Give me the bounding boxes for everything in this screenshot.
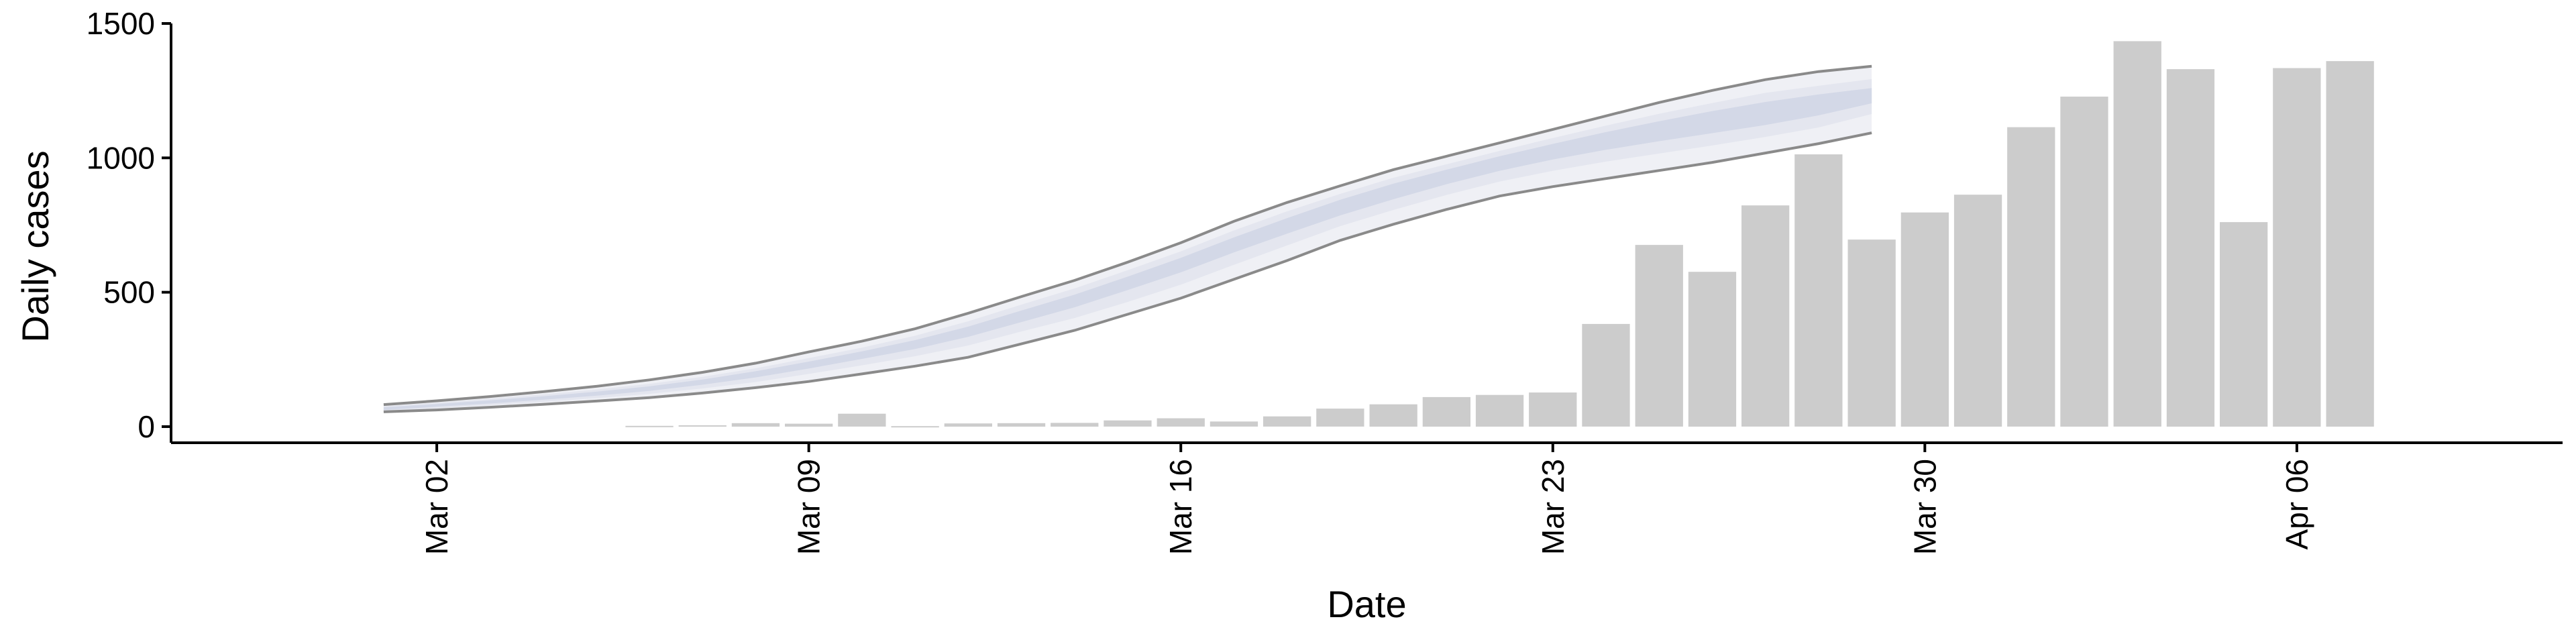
y-tick-label: 1500 (87, 6, 155, 41)
x-axis-title: Date (1327, 583, 1406, 625)
x-axis-ticks: Mar 02 Mar 09 Mar 16 Mar 23 Mar 30 Apr 06 (419, 443, 2314, 555)
bar-2020-04-04 (2166, 69, 2215, 427)
y-tick-label: 1000 (87, 140, 155, 175)
bar-2020-03-14 (1051, 423, 1099, 427)
x-tick-label: Mar 23 (1536, 459, 1570, 555)
bar-2020-03-23 (1529, 392, 1577, 427)
bar-2020-03-15 (1104, 420, 1152, 427)
projection-band-20 (383, 88, 1872, 411)
bar-2020-04-05 (2220, 222, 2268, 427)
daily-case-bars (625, 41, 2374, 428)
bar-2020-03-16 (1157, 418, 1205, 427)
bar-2020-03-11 (891, 426, 939, 428)
bar-2020-03-18 (1263, 416, 1311, 427)
bar-2020-03-19 (1316, 409, 1364, 427)
bar-2020-03-30 (1900, 212, 1949, 427)
bar-2020-03-24 (1582, 323, 1630, 427)
bar-2020-03-26 (1688, 272, 1737, 427)
x-tick-label: Mar 16 (1163, 459, 1198, 555)
y-tick-label: 500 (103, 275, 155, 310)
projection-upper-line (383, 64, 1872, 407)
bar-2020-03-28 (1794, 154, 1843, 427)
x-tick-label: Apr 06 (2279, 459, 2314, 550)
bar-2020-04-01 (2007, 127, 2055, 427)
y-axis-ticks: 0 500 1000 1500 (87, 6, 171, 444)
bar-2020-04-07 (2326, 61, 2374, 427)
bar-2020-03-27 (1741, 205, 1790, 427)
projection-edges (383, 64, 1872, 413)
bar-2020-03-12 (944, 423, 992, 427)
bar-2020-03-10 (838, 413, 886, 427)
y-tick-label: 0 (138, 409, 155, 444)
x-tick-label: Mar 02 (419, 459, 454, 555)
projection-bands (383, 66, 1872, 412)
y-axis-title: Daily cases (14, 150, 56, 342)
bar-2020-03-31 (1953, 195, 2002, 427)
projection-lower-line (383, 131, 1872, 413)
bar-2020-03-21 (1422, 396, 1470, 427)
x-tick-label: Mar 09 (792, 459, 826, 555)
bar-2020-04-06 (2273, 68, 2321, 427)
bar-2020-03-22 (1475, 394, 1524, 427)
bar-2020-04-03 (2113, 41, 2161, 427)
x-tick-label: Mar 30 (1907, 459, 1942, 555)
bar-2020-03-25 (1635, 245, 1683, 427)
bar-2020-03-07 (678, 425, 727, 427)
bar-2020-03-06 (625, 425, 674, 427)
bar-2020-03-29 (1847, 239, 1896, 427)
bar-2020-03-08 (731, 423, 780, 427)
bar-2020-04-02 (2060, 97, 2108, 427)
bar-2020-03-13 (997, 423, 1046, 427)
bar-2020-03-17 (1210, 421, 1258, 427)
bar-2020-03-20 (1369, 404, 1417, 427)
bar-2020-03-09 (785, 423, 833, 427)
